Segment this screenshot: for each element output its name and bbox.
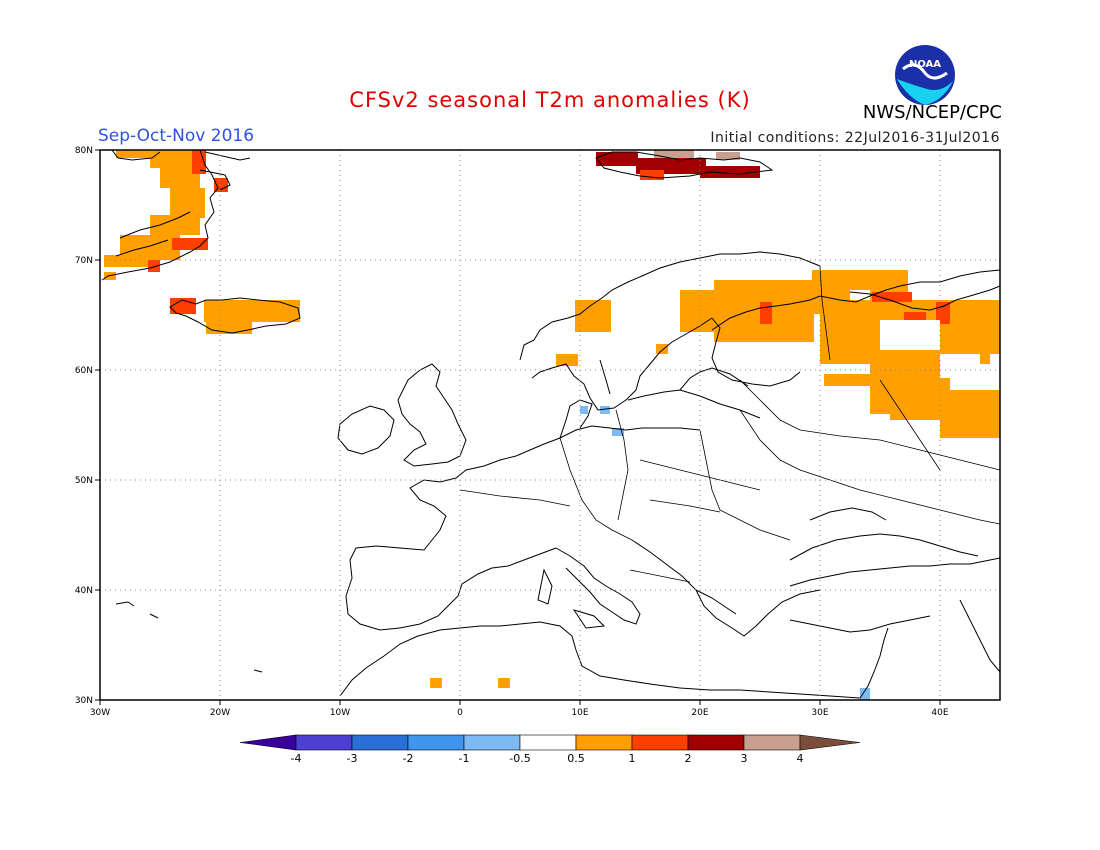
anomaly-cell-orange — [498, 678, 510, 688]
colorbar-segment — [575, 734, 633, 751]
colorbar-segment — [407, 734, 465, 751]
colorbar-label: 3 — [741, 752, 748, 765]
colorbar-label: -3 — [347, 752, 358, 765]
colorbar-segment — [351, 734, 409, 751]
anomaly-cell-orange — [940, 410, 1000, 438]
colorbar-segment — [743, 734, 801, 751]
colorbar-labels: -4 -3 -2 -1 -0.5 0.5 1 2 3 4 — [291, 752, 804, 765]
colorbar-segment — [631, 734, 689, 751]
lat-label-40n: 40N — [75, 586, 93, 596]
colorbar-segment — [295, 734, 353, 751]
colorbar-label: -0.5 — [509, 752, 530, 765]
anomaly-cell-orange — [430, 678, 442, 688]
lon-label-30w: 30W — [90, 708, 110, 718]
anomaly-cell-orange — [150, 158, 200, 168]
map-frame — [99, 149, 1001, 701]
lon-label-20w: 20W — [210, 708, 230, 718]
anomaly-cell-red — [872, 292, 912, 302]
anomaly-cell-orange — [575, 300, 611, 332]
chart-title: CFSv2 seasonal T2m anomalies (K) — [349, 88, 751, 112]
colorbar-label: 1 — [629, 752, 636, 765]
colorbar-label: -4 — [291, 752, 302, 765]
anomaly-cell-orange — [556, 354, 578, 366]
svg-text:NOAA: NOAA — [909, 59, 941, 70]
lon-label-30e: 30E — [811, 708, 828, 718]
colorbar-segment — [463, 734, 521, 751]
agency-label: NWS/NCEP/CPC — [862, 102, 1002, 123]
colorbar-label: 2 — [685, 752, 692, 765]
anomaly-cell-red — [148, 260, 160, 272]
season-label: Sep-Oct-Nov 2016 — [98, 126, 255, 146]
colorbar-segment — [519, 734, 577, 751]
anomaly-cell-tan — [654, 150, 694, 158]
anomaly-cell-red — [760, 302, 772, 324]
anomaly-cell-orange — [656, 344, 668, 354]
anomaly-cell-orange — [104, 255, 154, 267]
lon-label-0: 0 — [457, 708, 463, 718]
colorbar-segment — [687, 734, 745, 751]
lat-labels: 80N 70N 60N 50N 40N 30N — [75, 146, 93, 706]
lat-label-30n: 30N — [75, 696, 93, 706]
colorbar-label: -2 — [403, 752, 414, 765]
anomaly-cell-orange — [160, 168, 200, 188]
anomaly-cell-light-blue — [600, 406, 610, 414]
anomaly-cell-dark-red — [700, 166, 760, 178]
lon-label-10e: 10E — [571, 708, 588, 718]
anomaly-cell-tan — [716, 152, 740, 160]
gridlines — [100, 150, 1000, 700]
noaa-logo: NOAA — [895, 45, 955, 105]
anomaly-cell-red — [640, 170, 664, 180]
anomaly-cell-orange — [824, 374, 870, 386]
lon-label-40e: 40E — [931, 708, 948, 718]
anomaly-cell-light-blue — [580, 406, 588, 414]
axis-ticks — [95, 149, 941, 705]
anomaly-cell-dark-red — [596, 152, 638, 166]
anomaly-cell-neutral — [850, 290, 870, 300]
anomaly-cell-orange — [150, 215, 200, 235]
anomaly-cell-light-blue — [860, 688, 870, 700]
colorbar-arrow-low — [239, 734, 297, 751]
coastlines — [101, 149, 1001, 699]
colorbar-arrow-high — [799, 734, 861, 751]
colorbar-label: 0.5 — [567, 752, 585, 765]
anomaly-cell-neutral — [960, 370, 980, 384]
lat-label-70n: 70N — [75, 256, 93, 266]
initial-conditions-label: Initial conditions: 22Jul2016-31Jul2016 — [710, 130, 1000, 146]
lat-label-60n: 60N — [75, 366, 93, 376]
colorbar-label: -1 — [459, 752, 470, 765]
colorbar — [239, 734, 861, 751]
lat-label-50n: 50N — [75, 476, 93, 486]
anomaly-cell-neutral — [880, 320, 940, 350]
anomaly-cell-light-blue — [612, 428, 624, 436]
lon-labels: 30W 20W 10W 0 10E 20E 30E 40E — [90, 708, 949, 718]
lat-label-80n: 80N — [75, 146, 93, 156]
anomaly-cells — [104, 150, 1000, 700]
lon-label-10w: 10W — [330, 708, 350, 718]
colorbar-label: 4 — [797, 752, 804, 765]
anomaly-cell-orange — [204, 300, 300, 322]
lon-label-20e: 20E — [691, 708, 708, 718]
